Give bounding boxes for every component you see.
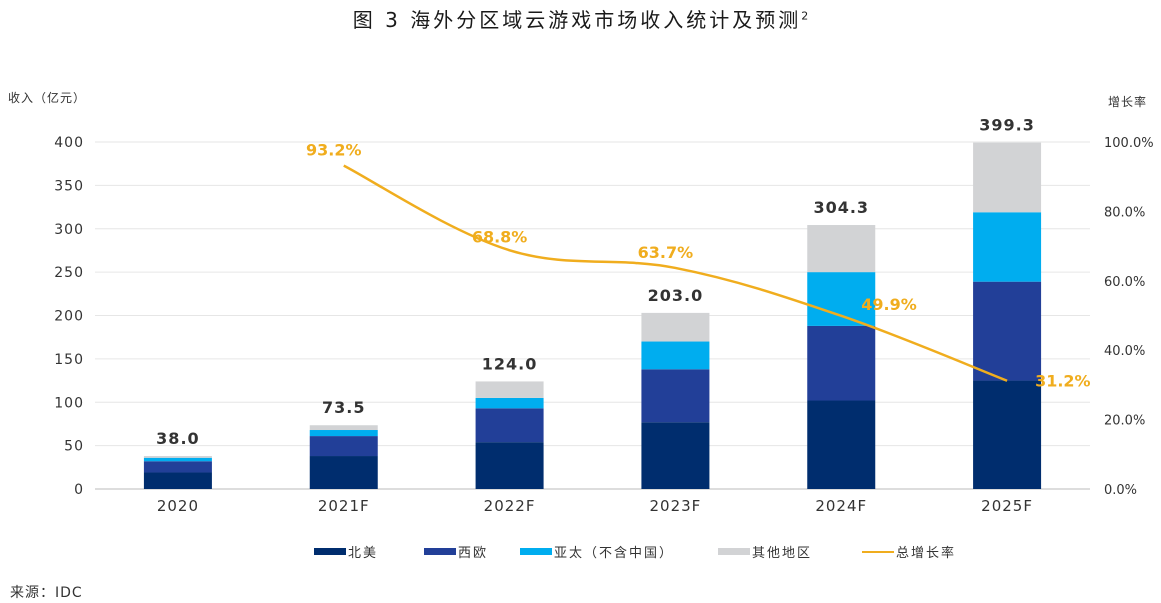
legend-line-swatch xyxy=(862,550,894,553)
bar-total-label: 399.3 xyxy=(979,116,1035,135)
legend-label: 北美 xyxy=(348,546,379,561)
bar-segment-asia-pacific xyxy=(309,430,378,437)
y-tick-label: 100 xyxy=(54,395,84,411)
y-tick-label: 300 xyxy=(54,222,84,238)
growth-rate-label: 68.8% xyxy=(472,227,528,246)
legend-color-swatch xyxy=(424,548,456,555)
bar-segment-north-america xyxy=(641,422,710,489)
legend-item: 亚太（不含中国） xyxy=(520,542,674,561)
y-tick-label: 350 xyxy=(54,178,84,194)
growth-rate-label: 49.9% xyxy=(861,295,917,314)
bar-segment-other xyxy=(973,142,1042,213)
y-tick-label: 50 xyxy=(64,439,84,455)
bar-segment-other xyxy=(309,425,378,431)
bar-segment-north-america xyxy=(143,472,212,489)
legend-label: 西欧 xyxy=(458,546,489,561)
x-tick-label: 2023F xyxy=(650,497,702,515)
y-tick-label: 0 xyxy=(74,482,84,498)
x-tick-label: 2025F xyxy=(981,497,1033,515)
growth-rate-label: 63.7% xyxy=(638,243,694,262)
bar-segment-western-europe xyxy=(143,461,212,473)
source-note: 来源：IDC xyxy=(10,585,83,601)
bar-segment-north-america xyxy=(973,380,1042,489)
bar-segment-other xyxy=(143,456,212,458)
x-tick-label: 2022F xyxy=(484,497,536,515)
y2-tick-label: 100.0% xyxy=(1104,136,1154,151)
bar-segment-other xyxy=(475,381,544,398)
growth-rate-line xyxy=(343,164,1008,382)
y-tick-label: 200 xyxy=(54,309,84,325)
x-tick-label: 2024F xyxy=(815,497,867,515)
bar-segment-asia-pacific xyxy=(143,457,212,462)
y-tick-label: 150 xyxy=(54,352,84,368)
growth-rate-label: 93.2% xyxy=(306,141,362,160)
legend-label: 总增长率 xyxy=(896,546,957,561)
y2-tick-label: 60.0% xyxy=(1104,275,1145,290)
bar-segment-western-europe xyxy=(309,436,378,457)
legend-label: 其他地区 xyxy=(752,546,813,561)
x-tick-label: 2020 xyxy=(157,497,199,515)
legend-label: 亚太（不含中国） xyxy=(554,546,675,561)
y-tick-label: 250 xyxy=(54,265,84,281)
legend-item: 北美 xyxy=(314,542,378,561)
bar-segment-north-america xyxy=(309,456,378,489)
legend-item: 其他地区 xyxy=(718,542,812,561)
chart-title: 图 3 海外分区域云游戏市场收入统计及预测2 xyxy=(352,8,809,32)
legend-color-swatch xyxy=(718,548,750,555)
bar-segment-western-europe xyxy=(807,325,876,401)
bar-segment-western-europe xyxy=(475,408,544,443)
bar-segment-asia-pacific xyxy=(475,397,544,409)
bar-segment-western-europe xyxy=(641,369,710,423)
bar-segment-other xyxy=(807,225,876,273)
y-axis-title: 收入（亿元） xyxy=(8,91,87,105)
y2-tick-label: 40.0% xyxy=(1104,344,1145,359)
y2-axis-title: 增长率 xyxy=(1108,95,1148,109)
bar-segment-other xyxy=(641,312,710,342)
title-footnote-marker: 2 xyxy=(801,9,809,23)
growth-rate-label: 31.2% xyxy=(1035,372,1091,391)
bar-total-label: 304.3 xyxy=(813,198,869,217)
legend-item: 西欧 xyxy=(424,542,488,561)
y-tick-label: 400 xyxy=(54,135,84,151)
bar-segment-asia-pacific xyxy=(641,341,710,370)
bar-segment-north-america xyxy=(475,442,544,489)
x-tick-label: 2021F xyxy=(318,497,370,515)
bar-segment-north-america xyxy=(807,400,876,489)
y2-tick-label: 80.0% xyxy=(1104,205,1145,220)
legend-item: 总增长率 xyxy=(862,542,956,561)
bar-total-label: 73.5 xyxy=(322,398,365,417)
y2-tick-label: 0.0% xyxy=(1104,483,1137,498)
bar-total-label: 124.0 xyxy=(482,354,538,373)
legend-color-swatch xyxy=(314,548,346,555)
legend-color-swatch xyxy=(520,548,552,555)
bar-segment-asia-pacific xyxy=(973,212,1042,282)
bar-total-label: 38.0 xyxy=(156,429,199,448)
bar-segment-western-europe xyxy=(973,281,1042,381)
y2-tick-label: 20.0% xyxy=(1104,414,1145,429)
bar-total-label: 203.0 xyxy=(648,286,704,305)
